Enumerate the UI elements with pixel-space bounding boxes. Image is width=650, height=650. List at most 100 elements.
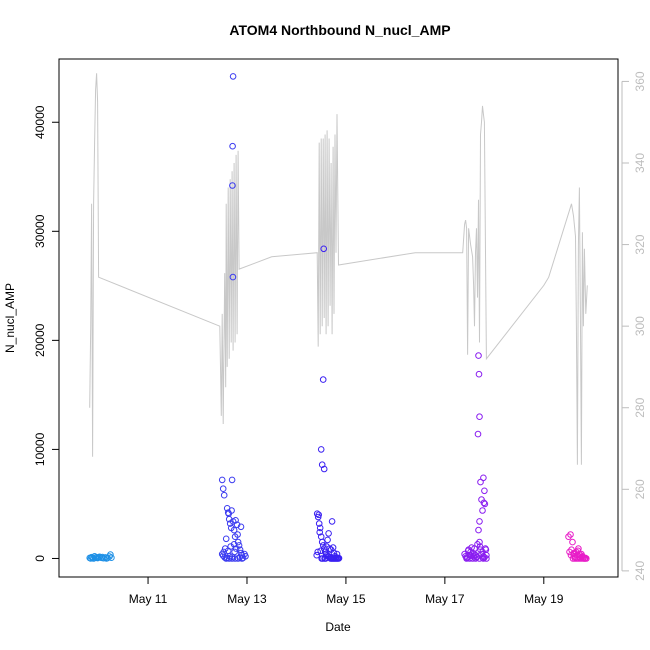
scatter-point (578, 553, 586, 561)
scatter-point (320, 465, 328, 473)
scatter-point (89, 554, 96, 562)
scatter-point (219, 485, 227, 493)
scatter-point (220, 491, 228, 499)
axes-layer: May 11 May 13 May 15 May 17 May 19 0 10000 2000… (33, 71, 647, 606)
scatter-point (317, 547, 325, 555)
scatter-point (475, 526, 482, 534)
scatter-point (567, 531, 574, 538)
scatter-point (232, 517, 239, 524)
scatter-point (583, 555, 590, 562)
chart-title: ATOM4 Northbound N_nucl_AMP (229, 22, 450, 38)
scatter-point (234, 555, 242, 562)
y-tick-label: 10000 (33, 432, 47, 466)
scatter-point (231, 555, 239, 562)
scatter-point (218, 476, 226, 484)
scatter-point (317, 446, 325, 453)
x-tick-label: May 11 (129, 592, 168, 606)
scatter-point (234, 531, 241, 538)
plot-frame (58, 58, 619, 578)
scatter-point (108, 554, 115, 562)
scatter-point (325, 530, 332, 537)
scatter-point (481, 500, 489, 508)
scatter-point (481, 487, 488, 495)
scatter-point (238, 555, 246, 562)
y2-tick-label: 280 (633, 397, 647, 417)
scatter-point (480, 499, 488, 507)
scatter-point (315, 520, 323, 527)
scatter-point (574, 547, 582, 555)
scatter-point (222, 535, 230, 543)
line-series-layer (89, 73, 588, 465)
scatter-point (335, 555, 342, 562)
scatter-point (319, 555, 327, 562)
scatter-point (103, 555, 110, 562)
y-tick-label: 20000 (33, 323, 47, 357)
scatter-point (565, 533, 572, 541)
scatter-point (231, 548, 238, 556)
scatter-point (229, 182, 236, 189)
scatter-point (471, 545, 478, 552)
scatter-point (230, 526, 238, 534)
scatter-point (479, 507, 486, 514)
scatter-point (324, 536, 331, 544)
scatter-point (228, 476, 236, 484)
scatter-point (474, 430, 482, 438)
scatter-point (237, 523, 245, 531)
scatter-point (313, 510, 321, 518)
scatter-point (313, 551, 321, 559)
scatter-point (479, 554, 487, 562)
y-tick-label: 40000 (33, 105, 47, 139)
scatter-point (315, 511, 323, 519)
y-axis-label: N_nucl_AMP (3, 283, 17, 353)
scatter-point (480, 474, 487, 482)
scatter-point (328, 518, 336, 525)
scatter-point (475, 352, 482, 359)
scatter-point (464, 547, 472, 555)
y2-tick-label: 260 (633, 479, 647, 499)
scatter-point (569, 538, 576, 546)
scatter-point (319, 376, 327, 383)
scatter-point (227, 543, 234, 550)
scatter-point (107, 551, 114, 558)
scatter-point (233, 521, 241, 529)
y2-tick-label: 340 (633, 153, 647, 173)
scatter-point (566, 548, 573, 556)
scatter-point (316, 529, 324, 536)
x-tick-label: May 15 (326, 592, 366, 606)
y2-tick-label: 300 (633, 316, 647, 336)
scatter-point (476, 538, 483, 546)
scatter-point (476, 518, 483, 525)
line-series (89, 73, 588, 465)
y2-tick-label: 240 (633, 561, 647, 581)
scatter-point (483, 555, 490, 562)
scatter-point (229, 73, 237, 80)
scatter-point (476, 413, 483, 421)
y2-tick-label: 320 (633, 234, 647, 254)
x-tick-label: May 13 (227, 592, 267, 606)
y2-tick-label: 360 (633, 71, 647, 91)
scatter-point (230, 541, 238, 548)
x-axis-label: Date (325, 620, 351, 634)
scatter-point (476, 543, 484, 550)
scatter-point (316, 524, 324, 532)
scatter-point (318, 538, 326, 546)
scatter-point (229, 142, 236, 150)
scatter-point (326, 545, 333, 552)
scatter-point (236, 546, 244, 554)
y-tick-label: 30000 (33, 214, 47, 248)
scatter-point (320, 245, 328, 253)
scatter-point (228, 507, 235, 514)
scatter-point (242, 553, 249, 560)
scatter-point (314, 548, 322, 556)
scatter-point (319, 542, 327, 549)
scatter-point (475, 370, 483, 378)
scatter-points-layer (86, 73, 590, 562)
y-tick-label: 0 (33, 555, 47, 562)
scatter-point (229, 273, 237, 281)
scatter-point (482, 546, 490, 554)
x-tick-label: May 19 (524, 592, 564, 606)
x-tick-label: May 17 (425, 592, 465, 606)
scatter-point (93, 554, 100, 561)
